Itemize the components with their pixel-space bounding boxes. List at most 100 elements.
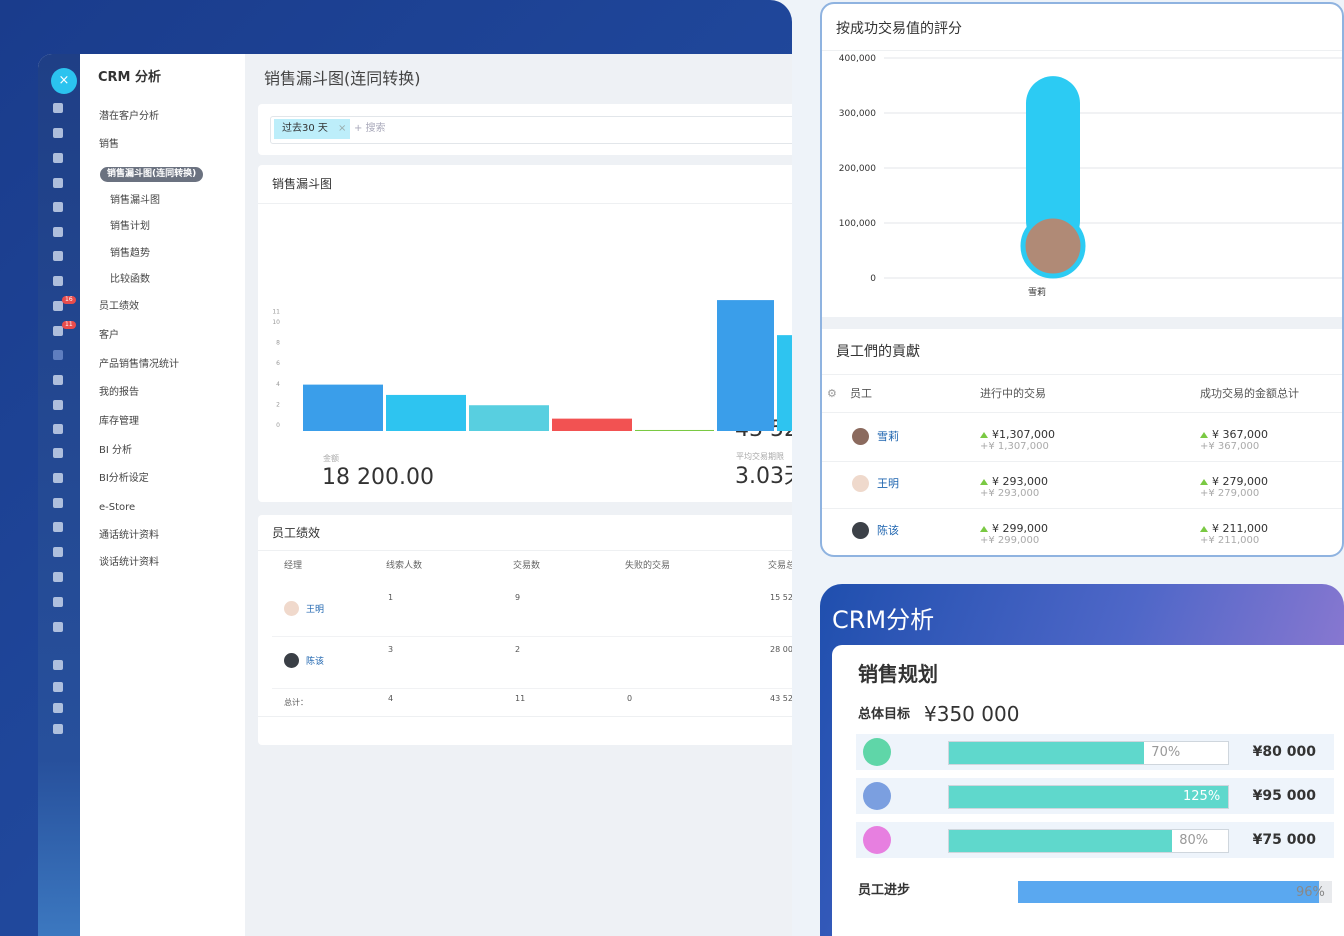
nav-icon[interactable] [53, 597, 63, 607]
menu-item[interactable]: 销售漏斗图(连同转换) [100, 167, 204, 182]
employee-link[interactable]: 王明 [306, 605, 325, 615]
y-tick-label: 2 [276, 401, 280, 408]
nav-icon[interactable] [53, 227, 63, 237]
nav-icon[interactable] [53, 251, 63, 261]
nav-icon[interactable] [53, 326, 63, 336]
nav-icon[interactable] [53, 660, 63, 670]
sidebar: CRM 分析 潜在客户分析 销售 销售漏斗图(连同转换) 销售漏斗图 销售计划 销售趋势比… [80, 54, 245, 936]
nav-icon[interactable] [53, 103, 63, 113]
separator [822, 317, 1342, 329]
menu-item[interactable]: 我的报告 [99, 387, 139, 398]
brand: CRM分析 [832, 606, 935, 634]
menu-item[interactable]: 销售计划 [110, 221, 150, 232]
avatar [852, 428, 869, 445]
deal-amount: ¥ 211,000 [1212, 522, 1268, 535]
up-arrow [980, 432, 988, 438]
nav-icon[interactable] [53, 424, 63, 434]
amount: ¥95 000 [1252, 788, 1316, 804]
nav-icon[interactable] [53, 128, 63, 138]
funnel-bar [469, 405, 549, 431]
avatar [1020, 213, 1086, 279]
menu-item[interactable]: 销售 [99, 139, 119, 150]
filter-remove[interactable]: × [338, 123, 347, 134]
menu-item[interactable]: 销售趋势 [110, 248, 150, 259]
deal-delta: +¥ 279,000 [1200, 488, 1260, 499]
nav-icon[interactable] [53, 350, 63, 360]
menu-item[interactable]: 通话统计资料 [99, 530, 159, 541]
progress-track [1018, 881, 1332, 903]
y-tick-label: 300,000 [839, 109, 876, 119]
avatar [284, 601, 299, 616]
nav-icon[interactable] [53, 547, 63, 557]
panel-title: 销售漏斗图 [272, 177, 333, 191]
menu-item[interactable]: e-Store [99, 502, 136, 513]
employee-link[interactable]: 陈该 [306, 657, 325, 667]
employee-link[interactable]: 雪莉 [877, 430, 899, 443]
deal-amount: ¥ 293,000 [992, 475, 1048, 488]
menu-item[interactable]: 库存管理 [99, 416, 139, 427]
panel-title: 員工們的貢獻 [836, 344, 920, 360]
menu-item[interactable]: 产品销售情况统计 [99, 359, 179, 370]
nav-icon[interactable] [53, 498, 63, 508]
nav-icon[interactable] [53, 622, 63, 632]
column-header: 交易数 [513, 561, 541, 571]
nav-icon[interactable] [53, 572, 63, 582]
y-tick-label: 8 [276, 340, 280, 347]
up-arrow [1200, 432, 1208, 438]
progress-label: 125% [1183, 789, 1221, 804]
table-cell: 4 [388, 694, 394, 703]
progress-label: 70% [1151, 745, 1181, 760]
y-tick-label: 200,000 [839, 164, 876, 174]
menu-item[interactable]: 销售漏斗图 [110, 195, 160, 206]
stat-value: 18 200.00 [322, 465, 434, 490]
plan-title: 销售规划 [858, 662, 938, 686]
divider [822, 374, 1342, 375]
nav-icon[interactable] [53, 153, 63, 163]
nav-icon[interactable] [53, 375, 63, 385]
nav-icon[interactable] [53, 724, 63, 734]
nav-icon[interactable] [53, 301, 63, 311]
nav-icon[interactable] [53, 682, 63, 692]
menu-item[interactable]: 员工绩效 [99, 301, 139, 312]
menu-item[interactable]: BI 分析 [99, 445, 132, 456]
nav-icon[interactable] [53, 178, 63, 188]
avatar [852, 522, 869, 539]
x-tick-label: 雪莉 [1028, 286, 1046, 298]
divider [258, 203, 792, 204]
nav-icon[interactable] [53, 703, 63, 713]
column-header: 交易总 [768, 561, 792, 571]
funnel-bar [386, 394, 466, 431]
menu-item[interactable]: 比较函数 [110, 274, 150, 285]
progress-track [948, 829, 1229, 853]
performance-panel: 员工绩效 经理 线索人数 交易数 失败的交易 交易总 王明 1 9 15 52 陈该 3 2 28 00… [258, 515, 792, 745]
employee-link[interactable]: 王明 [877, 477, 899, 490]
nav-icon[interactable] [53, 202, 63, 212]
settings-icon[interactable]: ⚙ [827, 387, 837, 400]
y-tick-label: 4 [276, 381, 280, 388]
deal-amount: ¥ 367,000 [1212, 428, 1268, 441]
table-cell: 9 [515, 593, 521, 602]
filter-tag[interactable]: 过去30 天 [274, 119, 350, 139]
nav-icon[interactable] [53, 276, 63, 286]
avatar [863, 738, 891, 766]
nav-icon[interactable] [53, 400, 63, 410]
menu-item[interactable]: 客户 [99, 330, 119, 341]
planning-card: CRM分析 销售规划 总体目标 ¥350 000 员工进步 70% ¥80 000… [820, 584, 1344, 936]
divider [822, 50, 1342, 51]
table-cell: 15 52 [770, 593, 792, 602]
column-header: 线索人数 [386, 561, 423, 571]
nav-icon[interactable] [53, 448, 63, 458]
employee-link[interactable]: 陈该 [877, 524, 899, 537]
divider [258, 550, 792, 551]
menu-item[interactable]: 潜在客户分析 [99, 111, 159, 122]
nav-icon[interactable] [53, 473, 63, 483]
stat-sub: 平均交易期限 [736, 452, 784, 461]
badge: 11 [62, 321, 76, 329]
menu-item[interactable]: 谈话统计资料 [99, 557, 159, 568]
nav-icon[interactable] [53, 522, 63, 532]
up-arrow [980, 526, 988, 532]
search-input[interactable]: + 搜索 [354, 123, 386, 134]
menu-item[interactable]: BI分析设定 [99, 473, 149, 484]
column-header: 成功交易的金额总计 [1200, 387, 1299, 400]
avatar [284, 653, 299, 668]
